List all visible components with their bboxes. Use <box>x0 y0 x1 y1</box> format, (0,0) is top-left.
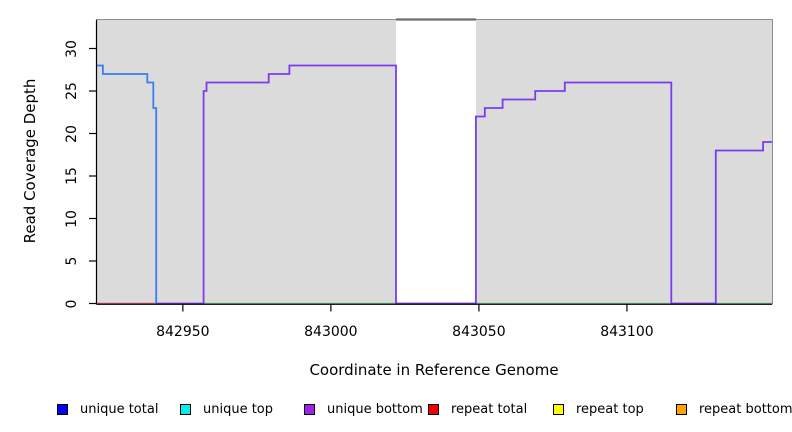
y-tick-label: 30 <box>64 39 80 58</box>
shaded-region <box>475 20 772 304</box>
legend-item-repeat-total: repeat total <box>428 398 527 420</box>
y-tick-label: 20 <box>64 124 80 143</box>
series-coverage-blue-line <box>97 64 158 304</box>
y-tick-label: 5 <box>64 256 80 266</box>
x-tick-label: 842950 <box>156 324 210 340</box>
legend-label: repeat total <box>451 401 528 417</box>
y-tick-label: 15 <box>64 167 80 185</box>
legend-label: unique top <box>203 401 274 417</box>
legend-swatch-repeat-top <box>553 403 564 415</box>
legend-item-repeat-bottom: repeat bottom <box>676 398 792 420</box>
legend-item-unique-top: unique top <box>180 398 273 420</box>
x-tick-label: 843000 <box>304 324 358 340</box>
x-tick-label: 843050 <box>452 324 506 340</box>
legend-swatch-repeat-total <box>428 403 439 415</box>
legend-label: repeat bottom <box>699 401 792 417</box>
legend-swatch-unique-top <box>180 403 191 415</box>
legend-swatch-repeat-bottom <box>676 403 687 415</box>
y-axis-title: Read Coverage Depth <box>21 78 39 244</box>
x-tick-label: 843100 <box>600 324 654 340</box>
x-axis-title: Coordinate in Reference Genome <box>309 361 559 379</box>
legend-label: unique total <box>80 401 159 417</box>
legend-label: repeat top <box>576 401 644 417</box>
legend-item-repeat-top: repeat top <box>553 398 644 420</box>
legend-item-unique-total: unique total <box>57 398 158 420</box>
shaded-region <box>97 20 397 304</box>
legend: unique total unique top unique bottom repea… <box>0 398 792 420</box>
legend-item-unique-bottom: unique bottom <box>304 398 423 420</box>
series-coverage-purple-line <box>156 64 772 305</box>
legend-label: unique bottom <box>327 401 423 417</box>
legend-swatch-unique-total <box>57 403 68 415</box>
y-tick-label: 0 <box>64 299 80 308</box>
legend-swatch-unique-bottom <box>304 403 315 415</box>
y-tick-label: 10 <box>64 209 80 228</box>
y-tick-label: 25 <box>64 82 80 100</box>
